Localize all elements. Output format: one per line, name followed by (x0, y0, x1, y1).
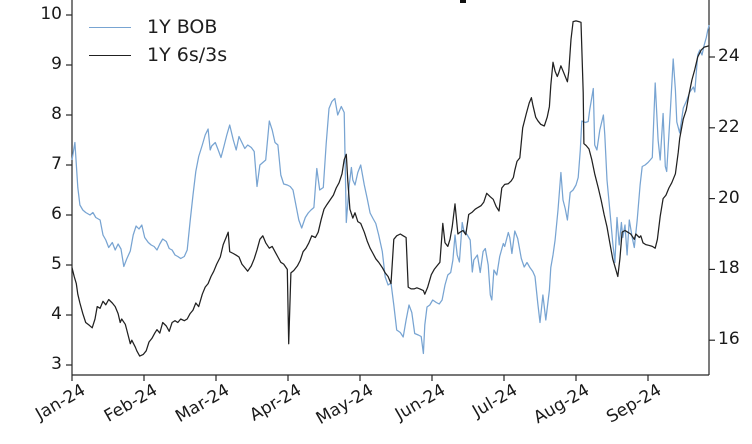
right-axis-tick-16: 16 (718, 329, 740, 350)
right-axis-tick-20: 20 (718, 187, 740, 208)
legend-label-1y-bob: 1Y BOB (147, 16, 218, 38)
left-axis-tick-5: 5 (51, 254, 62, 274)
black-line-swatch-icon (89, 55, 131, 56)
legend-item-1y-6s3s: 1Y 6s/3s (89, 46, 227, 65)
left-axis-tick-10: 10 (40, 4, 62, 24)
left-axis-tick-7: 7 (51, 154, 62, 174)
left-axis-tick-4: 4 (51, 304, 62, 324)
left-axis-tick-6: 6 (51, 204, 62, 224)
right-axis-tick-18: 18 (718, 258, 740, 279)
right-axis-tick-24: 24 (718, 46, 740, 66)
legend-label-1y-6s3s: 1Y 6s/3s (147, 44, 228, 66)
clipped-title-remnant (460, 0, 466, 3)
right-axis-tick-22: 22 (718, 116, 740, 137)
left-axis-tick-9: 9 (51, 54, 62, 74)
series-line-1y-6s-3s (71, 20, 710, 357)
legend: 1Y BOB 1Y 6s/3s (89, 18, 227, 65)
left-axis-tick-8: 8 (51, 104, 62, 124)
legend-item-1y-bob: 1Y BOB (89, 18, 227, 37)
blue-line-swatch-icon (89, 27, 131, 28)
left-axis-tick-3: 3 (51, 354, 62, 374)
series-line-1y-bob (71, 24, 710, 355)
